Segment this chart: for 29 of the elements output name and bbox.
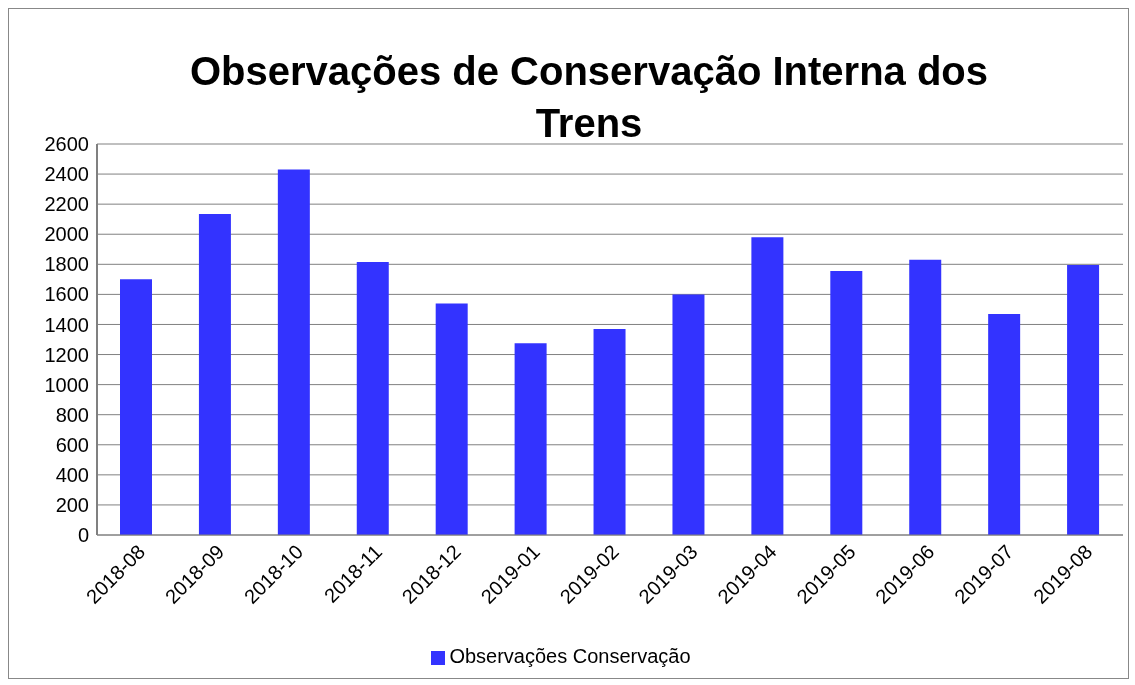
y-tick-label: 0: [77, 524, 89, 547]
bar: [593, 328, 626, 535]
y-tick-label: 1000: [44, 373, 89, 396]
y-tick-label: 2400: [44, 163, 89, 186]
y-tick-label: 1800: [44, 253, 89, 276]
bar: [830, 271, 863, 535]
y-tick-label: 400: [55, 463, 89, 486]
bar: [672, 294, 705, 535]
bar: [120, 279, 152, 535]
legend-label: Observações Conservação: [449, 645, 691, 667]
bar: [277, 169, 310, 535]
y-tick-label: 200: [55, 494, 89, 517]
bar: [988, 313, 1021, 535]
chart-title: Observações de Conservação Interna dos Trens: [188, 48, 990, 147]
bar: [356, 262, 389, 535]
y-tick-label: 1600: [44, 283, 89, 306]
y-tick-label: 2200: [44, 193, 89, 216]
y-tick-label: 600: [55, 433, 89, 456]
y-tick-label: 1200: [44, 343, 89, 366]
y-tick-label: 2000: [44, 223, 89, 246]
bar: [909, 259, 942, 535]
bar: [435, 303, 468, 535]
y-tick-label: 800: [55, 403, 89, 426]
y-tick-label: 1400: [44, 313, 89, 336]
bar: [751, 237, 784, 535]
bar: [1067, 265, 1100, 535]
bar: [514, 343, 547, 535]
y-tick-label: 2600: [44, 133, 89, 156]
bar: [198, 213, 231, 535]
